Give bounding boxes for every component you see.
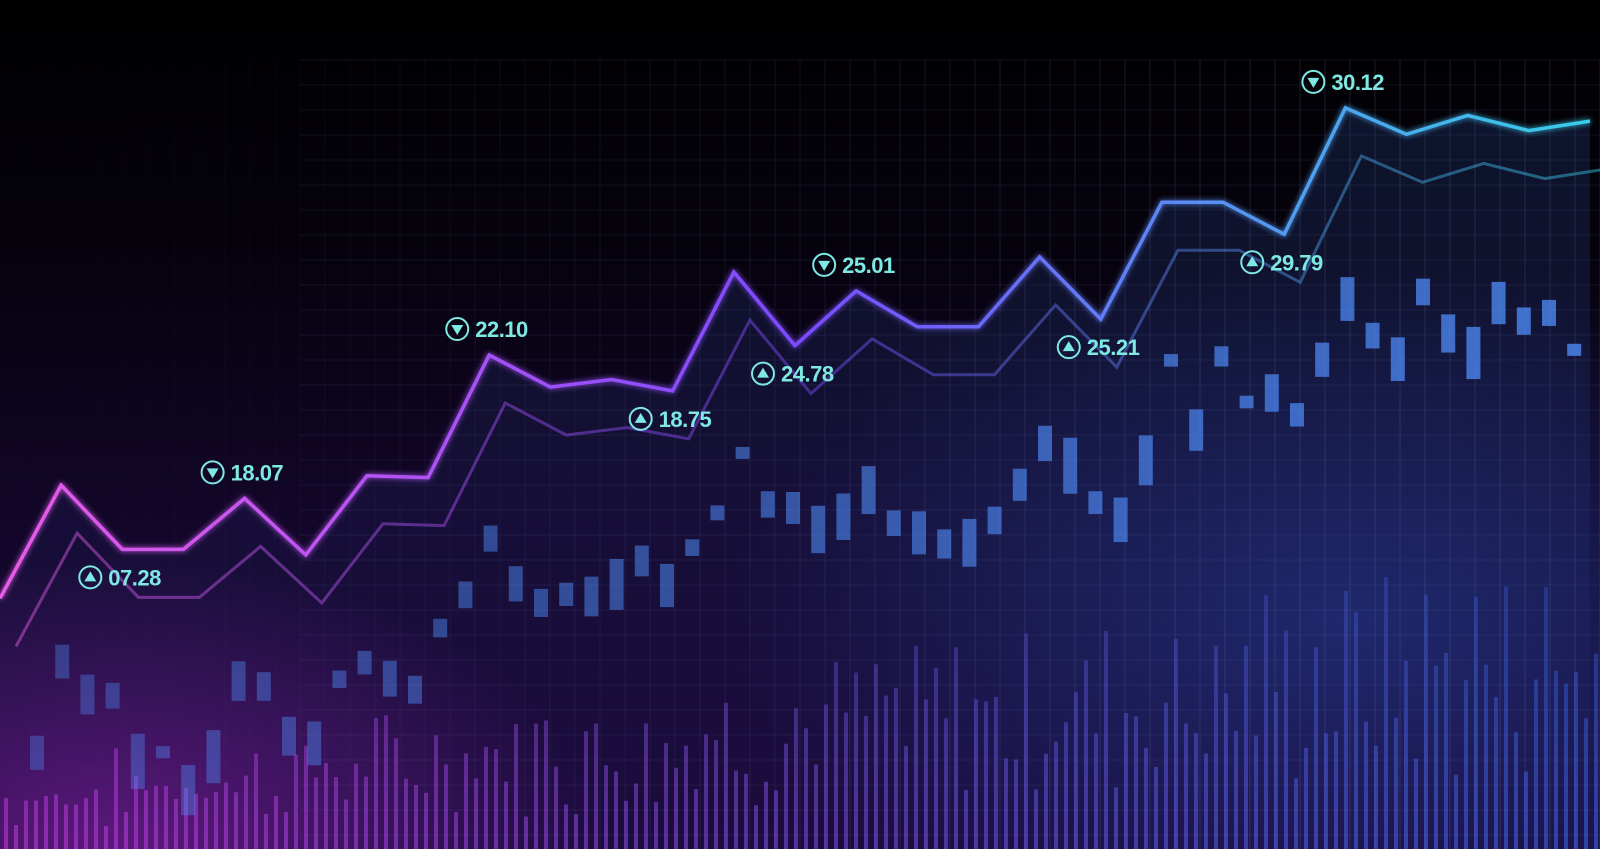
value-label-text: 29.79 bbox=[1270, 250, 1323, 275]
triangle-down-in-circle-icon bbox=[1301, 69, 1326, 94]
price-lines bbox=[0, 105, 1600, 648]
value-label-down: 22.10 bbox=[445, 317, 529, 342]
value-label-text: 25.01 bbox=[842, 253, 895, 278]
value-label-text: 30.12 bbox=[1331, 70, 1384, 95]
area-fill bbox=[0, 107, 1590, 849]
triangle-down-in-circle-icon bbox=[445, 317, 470, 342]
triangle-up-in-circle-icon bbox=[1056, 335, 1081, 360]
value-annotations: 07.28 18.07 22.10 18.75 24.78 25.01 25.21 29.79… bbox=[78, 69, 1385, 590]
triangle-up-in-circle-icon bbox=[1240, 250, 1265, 275]
triangle-up-in-circle-icon bbox=[628, 406, 653, 431]
value-label-text: 18.75 bbox=[659, 407, 712, 432]
triangle-down-in-circle-icon bbox=[812, 252, 837, 277]
value-label-text: 24.78 bbox=[781, 362, 834, 387]
value-label-up: 29.79 bbox=[1240, 250, 1324, 275]
value-label-text: 25.21 bbox=[1087, 335, 1140, 360]
value-label-up: 24.78 bbox=[751, 361, 834, 387]
volume-bar bbox=[1594, 653, 1598, 849]
value-label-text: 18.07 bbox=[231, 460, 284, 485]
value-label-text: 07.28 bbox=[108, 565, 161, 590]
secondary-price-line bbox=[14, 153, 1600, 648]
value-label-up: 25.21 bbox=[1056, 335, 1140, 360]
price-area bbox=[0, 107, 1590, 849]
value-label-down: 18.07 bbox=[200, 460, 284, 485]
triangle-up-in-circle-icon bbox=[751, 361, 775, 386]
value-label-up: 07.28 bbox=[78, 565, 162, 590]
triangle-down-in-circle-icon bbox=[200, 460, 225, 485]
main-price-line bbox=[0, 105, 1591, 600]
value-label-up: 18.75 bbox=[628, 406, 712, 432]
value-label-down: 30.12 bbox=[1301, 69, 1385, 95]
value-label-text: 22.10 bbox=[475, 317, 528, 342]
triangle-up-in-circle-icon bbox=[78, 565, 103, 590]
value-label-down: 25.01 bbox=[812, 252, 895, 278]
